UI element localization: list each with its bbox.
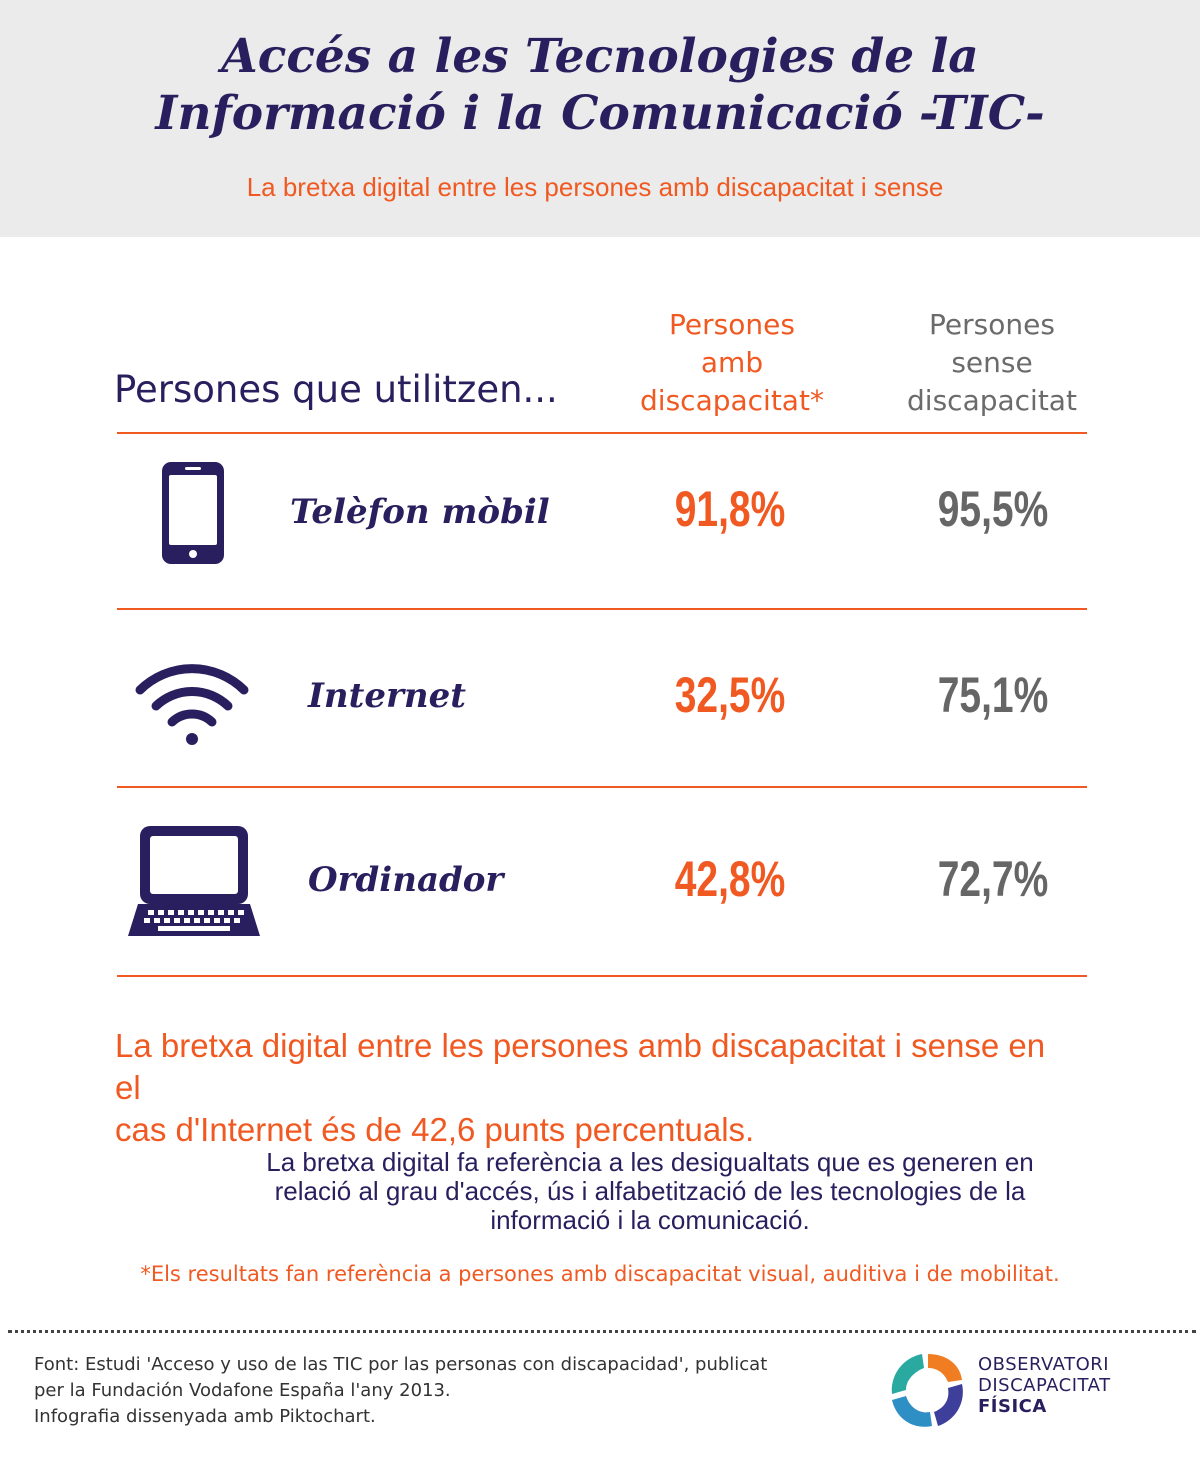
column-header-line: discapacitat* xyxy=(640,384,824,417)
title-line-1: Accés a les Tecnologies de la xyxy=(221,29,979,84)
source-line: per la Fundación Vodafone España l'any 2… xyxy=(34,1380,451,1401)
row-header-label: Persones que utilitzen... xyxy=(114,368,558,411)
wifi-icon xyxy=(135,664,249,745)
dotted-divider xyxy=(8,1330,1196,1333)
source-line: Infografia dissenyada amb Piktochart. xyxy=(34,1406,376,1427)
table-divider xyxy=(117,608,1087,610)
logo-line: OBSERVATORI xyxy=(978,1354,1110,1375)
table-divider xyxy=(117,975,1087,977)
column-header-line: Persones xyxy=(929,308,1055,341)
definition-text: La bretxa digital fa referència a les de… xyxy=(150,1148,1150,1235)
value-mobile-with-disability: 91,8% xyxy=(674,481,786,537)
column-header-line: discapacitat xyxy=(907,384,1077,417)
row-label-computer: Ordinador xyxy=(308,860,504,900)
definition-line: relació al grau d'accés, ús i alfabetitz… xyxy=(274,1176,1026,1206)
definition-line: La bretxa digital fa referència a les de… xyxy=(266,1147,1034,1177)
page-subtitle: La bretxa digital entre les persones amb… xyxy=(246,172,944,202)
column-header-with-disability: Persones amb discapacitat* xyxy=(612,306,852,420)
observatori-logo-text: OBSERVATORI DISCAPACITAT FÍSICA xyxy=(978,1354,1111,1417)
row-label-internet: Internet xyxy=(308,676,466,716)
header-banner xyxy=(0,0,1200,237)
table-divider xyxy=(117,786,1087,788)
row-label-mobile: Telèfon mòbil xyxy=(290,492,550,532)
gap-statement: La bretxa digital entre les persones amb… xyxy=(115,1025,1055,1151)
definition-line: informació i la comunicació. xyxy=(490,1205,810,1235)
column-header-line: Persones xyxy=(669,308,795,341)
page-title: Accés a les Tecnologies de la Informació… xyxy=(0,28,1200,142)
source-credit: Font: Estudi 'Acceso y uso de las TIC po… xyxy=(34,1352,884,1430)
logo-line: DISCAPACITAT xyxy=(978,1375,1111,1396)
column-header-line: amb xyxy=(700,346,764,379)
mobile-phone-icon xyxy=(162,462,224,564)
value-internet-with-disability: 32,5% xyxy=(674,667,786,723)
title-line-2: Informació i la Comunicació -TIC- xyxy=(155,86,1045,141)
value-mobile-without-disability: 95,5% xyxy=(937,481,1049,537)
value-computer-with-disability: 42,8% xyxy=(674,851,786,907)
column-header-without-disability: Persones sense discapacitat xyxy=(870,306,1114,420)
value-internet-without-disability: 75,1% xyxy=(937,667,1049,723)
gap-statement-line: La bretxa digital entre les persones amb… xyxy=(115,1027,1046,1106)
gap-statement-line: cas d'Internet és de 42,6 punts percentu… xyxy=(115,1111,755,1148)
column-header-line: sense xyxy=(951,346,1033,379)
observatori-logo-icon xyxy=(891,1354,963,1427)
value-computer-without-disability: 72,7% xyxy=(937,851,1049,907)
logo-line: FÍSICA xyxy=(978,1396,1047,1417)
table-divider xyxy=(117,432,1087,434)
laptop-icon xyxy=(128,826,260,936)
footnote: *Els resultats fan referència a persones… xyxy=(140,1262,1060,1286)
source-line: Font: Estudi 'Acceso y uso de las TIC po… xyxy=(34,1354,768,1375)
